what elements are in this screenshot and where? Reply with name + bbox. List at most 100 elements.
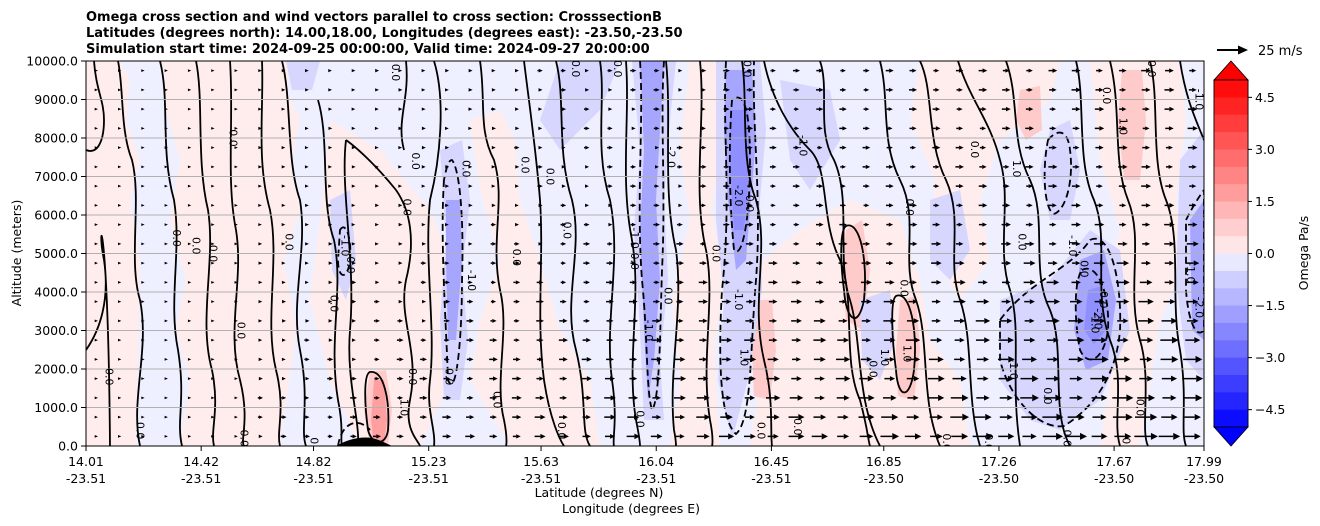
contour-label: -1.0 [1007,358,1020,379]
wind-vector-head [1193,299,1199,305]
wind-vector-head [843,337,850,343]
wind-vector [979,241,987,246]
wind-vector-head [888,145,893,150]
wind-vector [721,318,733,324]
wind-vector-head [1005,184,1010,189]
wind-vector-head [585,184,589,188]
colorbar-band [1214,97,1248,115]
wind-vector-head [491,68,496,73]
wind-vector-head [446,434,452,439]
contour-label: 0.0 [743,195,756,213]
wind-vector-head [1077,375,1083,382]
wind-vector-head [117,280,122,284]
wind-vector [1161,375,1178,382]
wind-vector-head [632,203,637,208]
wind-vector-head [187,377,192,381]
wind-vector [1095,145,1104,150]
wind-vector-head [492,415,497,420]
wind-vector [94,184,98,188]
wind-vector-head [515,165,520,169]
wind-vector [999,414,1013,420]
wind-vector [1113,375,1133,383]
wind-vector [676,318,684,323]
wind-vector [420,434,427,439]
wind-vector-head [328,69,332,73]
wind-vector-head [445,68,450,73]
wind-vector [117,69,122,73]
colorbar-extend-bottom [1213,426,1249,447]
wind-vector-head [958,222,963,227]
wind-vector-head [468,68,473,73]
wind-vector [655,145,660,150]
wind-vector-head [562,88,567,92]
wind-vector-head [281,126,286,130]
wind-vector-head [1123,260,1130,266]
wind-vector-head [1005,106,1011,112]
wind-vector-head [258,146,263,150]
wind-vector [560,68,566,73]
wind-vector [932,222,941,227]
wind-vector [513,280,521,285]
wind-vector-head [164,357,168,361]
wind-vector-head [1053,337,1059,343]
wind-vector [1003,164,1010,169]
wind-vector-head [164,377,168,381]
wind-vector [490,261,497,265]
wind-vector-head [960,279,966,286]
wind-vector [930,337,943,343]
wind-vector-head [258,280,263,285]
wind-vector [442,395,452,401]
wind-vector [164,223,168,227]
wind-vector [673,375,687,382]
wind-vector [1095,87,1104,93]
wind-vector [234,88,238,92]
wind-vector [791,280,802,285]
wind-vector [791,376,802,382]
contour-label: 1.0 [878,349,891,367]
wind-vector [746,126,754,131]
wind-vector [491,203,496,208]
wind-vector [560,261,566,265]
wind-vector-head [680,414,686,420]
wind-vector-head [375,318,380,323]
wind-vector-head [912,280,917,285]
wind-vector-head [962,394,969,402]
wind-vector-head [538,242,543,246]
wind-vector [328,242,333,246]
wind-vector [1118,126,1128,131]
wind-vector-head [960,318,966,324]
wind-vector [328,222,333,227]
wind-vector-head [515,280,521,285]
wind-vector-head [1053,318,1060,324]
wind-vector [164,69,168,73]
wind-vector [604,395,616,401]
wind-vector [211,126,215,130]
wind-vector-head [94,88,98,92]
contour-label: 0.0 [791,418,804,436]
wind-vector-head [328,415,333,419]
contour-label: -1.0 [732,289,745,310]
wind-vector [955,68,964,73]
wind-vector-head [468,222,473,227]
wind-vector [1182,375,1204,383]
wind-vector-head [844,356,851,363]
wind-vector [1115,356,1131,363]
wind-vector-head [772,241,777,246]
wind-vector-head [1168,183,1174,189]
wind-vector [466,395,474,400]
wind-vector-head [728,433,735,440]
wind-vector-head [1123,318,1129,324]
wind-vector [978,203,988,208]
wind-vector-head [842,87,847,92]
wind-vector-head [1075,145,1080,150]
wind-vector-head [655,222,660,227]
wind-vector-head [258,434,263,439]
wind-vector-head [935,126,941,131]
wind-vector [768,260,778,266]
wind-vector [375,280,380,285]
wind-vector-head [562,299,567,304]
wind-vector-head [234,69,238,73]
wind-vector [537,184,543,188]
wind-vector [583,299,590,304]
wind-vector [816,126,823,131]
